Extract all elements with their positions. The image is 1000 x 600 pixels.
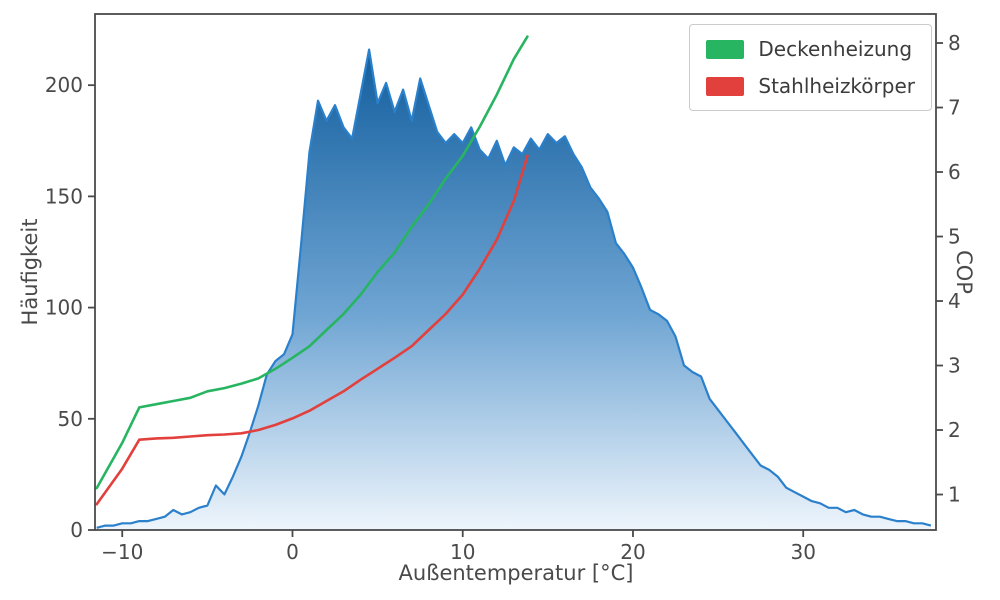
y-tick-label-left: 200 [45,73,83,97]
y-tick-label-right: 8 [948,31,961,55]
legend-item-stahlheizkoerper: Stahlheizkörper [706,74,915,98]
x-tick-label: 0 [286,540,299,564]
y-axis-label-left: Häufigkeit [18,218,42,326]
x-tick-label: 30 [790,540,815,564]
axes-frame [94,13,937,531]
legend-label-deckenheizung: Deckenheizung [758,37,913,61]
y-tick-label-right: 4 [948,289,961,313]
y-tick-label-right: 2 [948,418,961,442]
x-tick-label: 10 [450,540,475,564]
legend-label-stahlheizkoerper: Stahlheizkörper [758,74,915,98]
histogram-outline [96,48,932,529]
x-tick-label: −10 [101,540,143,564]
legend-item-deckenheizung: Deckenheizung [706,37,915,61]
y-tick-label-left: 100 [45,296,83,320]
x-tick-label: 20 [620,540,645,564]
y-tick-label-left: 50 [58,407,83,431]
cop-line-stahlheizkoerper [95,154,529,506]
legend: Deckenheizung Stahlheizkörper [689,24,932,111]
legend-swatch-stahlheizkoerper [706,76,745,96]
histogram-area [96,49,931,530]
x-axis-label: Außentemperatur [°C] [398,561,634,585]
y-tick-label-left: 150 [45,184,83,208]
cop-line-deckenheizung [95,35,529,490]
y-tick-label-right: 1 [948,483,961,507]
y-tick-label-right: 6 [948,160,961,184]
y-tick-label-right: 7 [948,96,961,120]
legend-swatch-deckenheizung [706,39,745,59]
y-tick-label-right: 5 [948,225,961,249]
y-axis-label-right: COP [952,250,976,294]
y-tick-label-left: 0 [70,518,83,542]
y-tick-label-right: 3 [948,354,961,378]
plot-area [95,35,932,530]
